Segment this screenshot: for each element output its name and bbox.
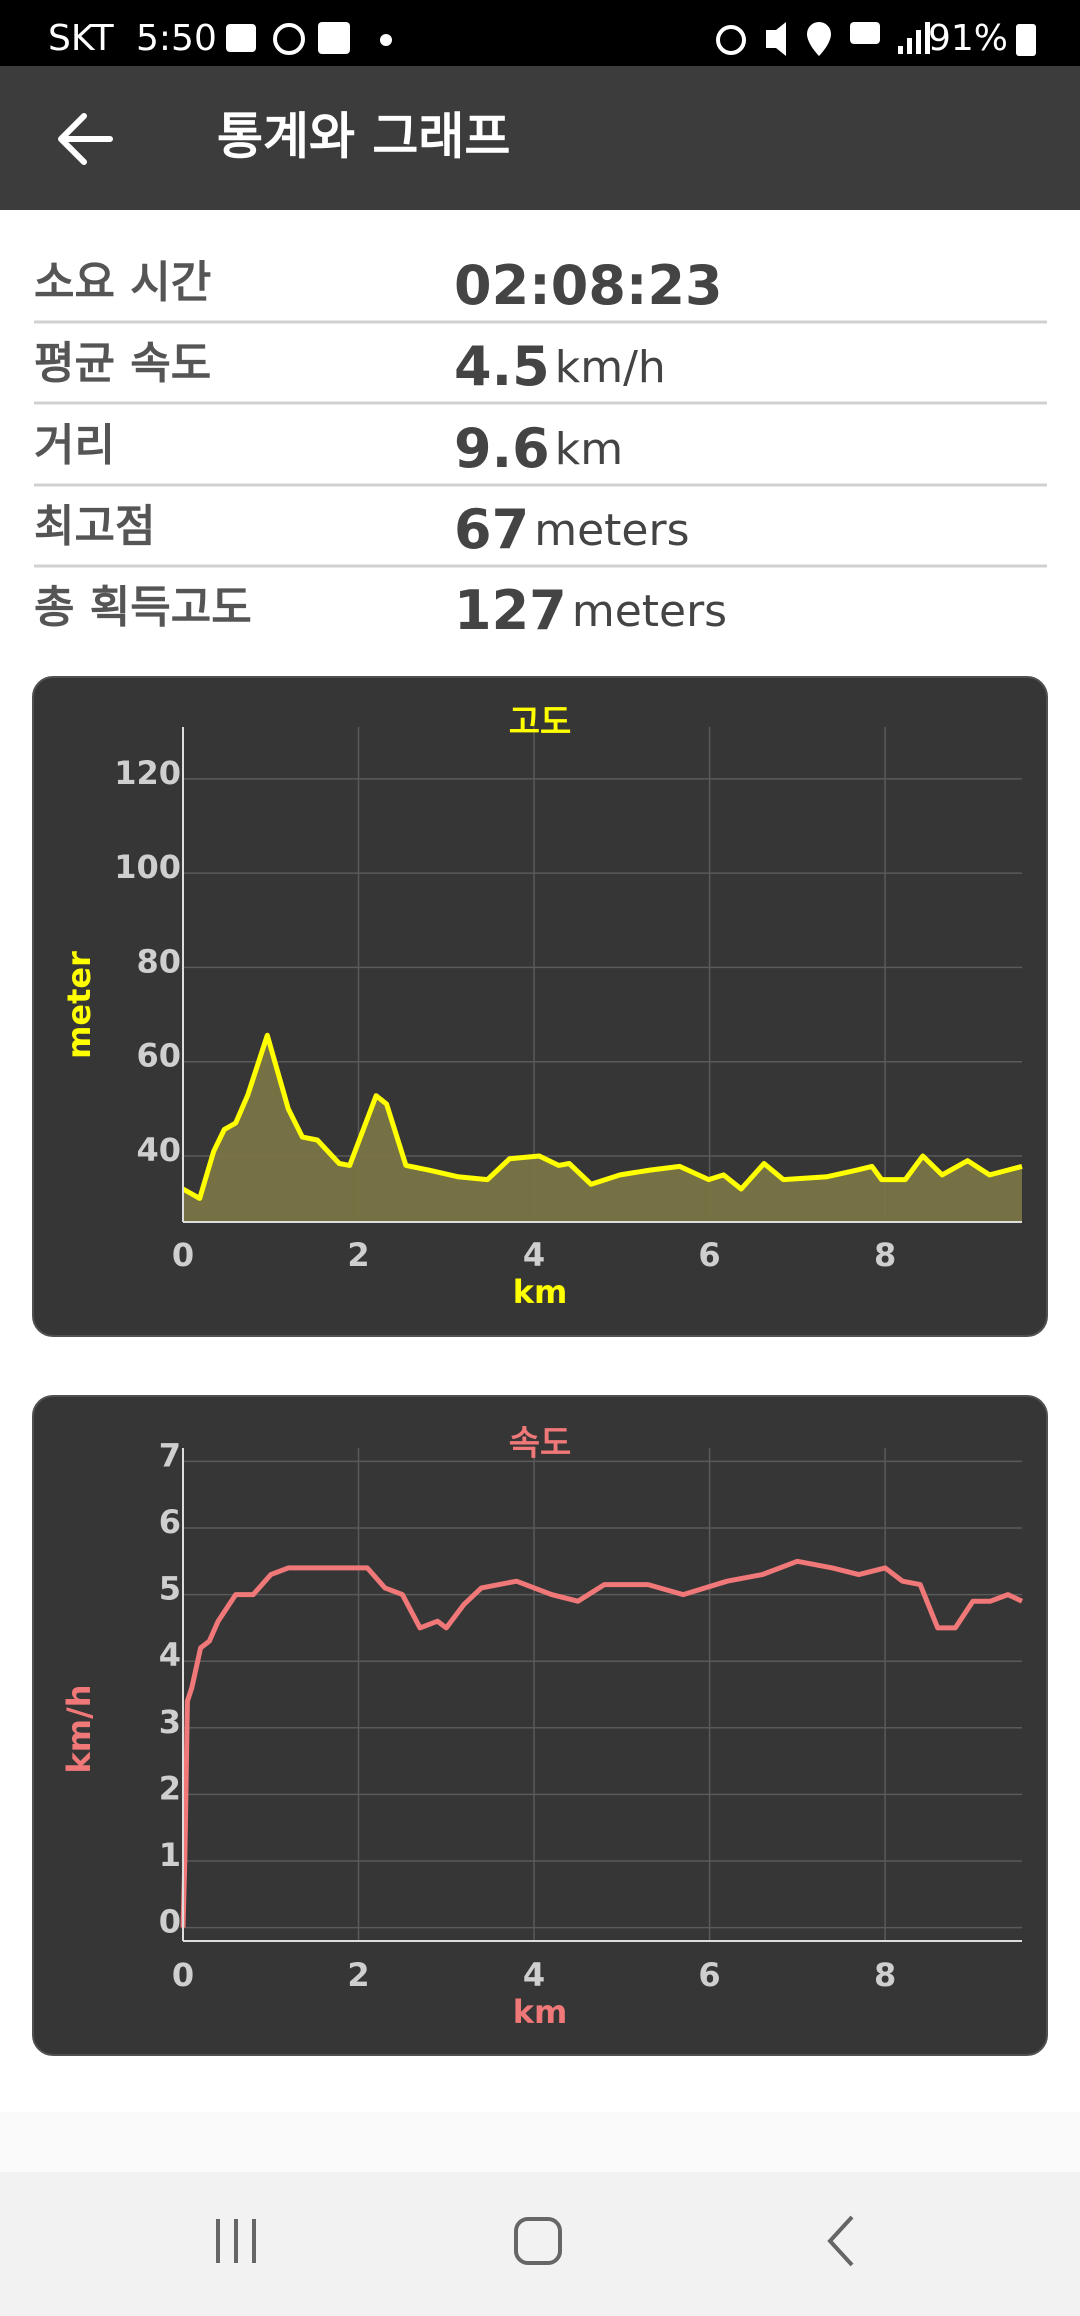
y-axis-label: meter (60, 951, 98, 1059)
navigation-bar (0, 2172, 1080, 2316)
stat-label: 평균 속도 (34, 338, 211, 389)
area (183, 1035, 1022, 1222)
stat-label: 총 획득고도 (34, 582, 252, 633)
x-axis-label: km (513, 1273, 568, 1311)
back-nav-button[interactable] (827, 2215, 854, 2267)
stat-unit: km (555, 424, 623, 475)
spacer (0, 2112, 1080, 2172)
stat-value-line: 4.5 km/h (454, 335, 666, 398)
stat-unit: meters (572, 586, 727, 637)
home-button[interactable] (514, 2217, 562, 2265)
battery-level: 91% (928, 18, 1008, 59)
x-tick-label: 4 (523, 1956, 545, 1994)
status-icons (226, 22, 1036, 56)
y-tick-label: 40 (136, 1131, 181, 1169)
stat-unit: km/h (555, 342, 666, 393)
x-tick-label: 6 (698, 1956, 720, 1994)
y-tick-label: 5 (159, 1570, 181, 1608)
y-tick-label: 60 (136, 1037, 181, 1075)
line (181, 1032, 1023, 1201)
x-tick-label: 6 (698, 1236, 720, 1274)
screen-title: 통계와 그래프 (217, 108, 510, 166)
y-tick-label: 1 (159, 1836, 181, 1874)
x-tick-label: 8 (874, 1956, 896, 1994)
x-tick-label: 0 (172, 1956, 194, 1994)
stat-value-line: 127 meters (454, 579, 727, 642)
line (180, 1558, 1024, 1928)
stat-value: 127 (454, 579, 567, 642)
stat-value: 9.6 (454, 417, 550, 480)
y-axis-label: km/h (60, 1684, 98, 1773)
chart-title: 속도 (509, 1424, 572, 1464)
stats-list: 소요 시간 02:08:23 평균 속도 4.5 km/h 거리 9.6 km 최고점 67 … (34, 254, 1047, 642)
clock: 5:50 (136, 18, 217, 59)
stat-label: 거리 (34, 420, 115, 471)
status-bar (0, 0, 1080, 66)
stat-unit: meters (534, 505, 689, 556)
y-tick-label: 2 (159, 1769, 181, 1807)
back-button[interactable] (58, 113, 113, 165)
x-tick-label: 8 (874, 1236, 896, 1274)
y-tick-label: 80 (136, 942, 181, 980)
stat-value-line: 02:08:23 (454, 254, 723, 317)
stat-value: 4.5 (454, 335, 550, 398)
x-tick-label: 4 (523, 1236, 545, 1274)
stat-value-line: 67 meters (454, 498, 690, 561)
x-tick-label: 2 (347, 1236, 369, 1274)
x-tick-label: 2 (347, 1956, 369, 1994)
carrier: SKT (48, 18, 115, 59)
stat-value: 02:08:23 (454, 254, 723, 317)
y-tick-label: 4 (159, 1636, 181, 1674)
y-tick-label: 120 (114, 754, 181, 792)
y-tick-label: 100 (114, 848, 181, 886)
charts: 40 60 80 100 120 0 2 4 6 8 고도 km meter 0 1 2 3 4 5 6 7 0 2 4 6 8 속… (60, 703, 1024, 2031)
stat-label: 최고점 (34, 501, 155, 552)
x-axis-label: km (513, 1993, 568, 2031)
y-tick-label: 6 (159, 1503, 181, 1541)
x-tick-label: 0 (172, 1236, 194, 1274)
y-tick-label: 3 (159, 1703, 181, 1741)
stat-value-line: 9.6 km (454, 417, 623, 480)
y-tick-label: 7 (159, 1436, 181, 1474)
y-tick-label: 0 (159, 1903, 181, 1941)
app-bar (0, 66, 1080, 210)
stat-label: 소요 시간 (34, 257, 211, 308)
stat-value: 67 (454, 498, 529, 561)
chart-title: 고도 (509, 703, 572, 743)
recents-button[interactable] (216, 2219, 256, 2263)
